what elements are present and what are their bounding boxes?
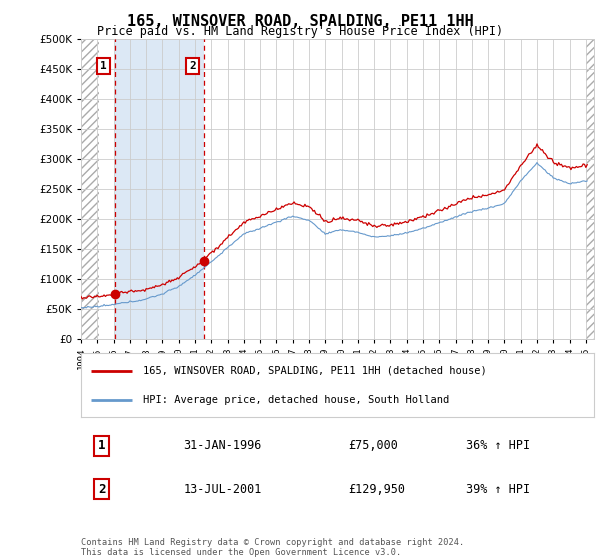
Text: 165, WINSOVER ROAD, SPALDING, PE11 1HH: 165, WINSOVER ROAD, SPALDING, PE11 1HH [127, 14, 473, 29]
Text: 165, WINSOVER ROAD, SPALDING, PE11 1HH (detached house): 165, WINSOVER ROAD, SPALDING, PE11 1HH (… [143, 366, 487, 376]
Text: 1: 1 [98, 440, 105, 452]
Text: 36% ↑ HPI: 36% ↑ HPI [466, 440, 530, 452]
Text: 1: 1 [100, 61, 107, 71]
Text: Price paid vs. HM Land Registry's House Price Index (HPI): Price paid vs. HM Land Registry's House … [97, 25, 503, 38]
Bar [81, 39, 98, 339]
Text: 13-JUL-2001: 13-JUL-2001 [184, 483, 262, 496]
Text: 31-JAN-1996: 31-JAN-1996 [184, 440, 262, 452]
Text: £129,950: £129,950 [348, 483, 405, 496]
Text: £75,000: £75,000 [348, 440, 398, 452]
Text: 39% ↑ HPI: 39% ↑ HPI [466, 483, 530, 496]
Bar [115, 39, 204, 339]
Text: 2: 2 [98, 483, 105, 496]
Text: 2: 2 [189, 61, 196, 71]
Text: HPI: Average price, detached house, South Holland: HPI: Average price, detached house, Sout… [143, 395, 449, 405]
Text: Contains HM Land Registry data © Crown copyright and database right 2024.
This d: Contains HM Land Registry data © Crown c… [81, 538, 464, 557]
Bar [586, 39, 594, 339]
